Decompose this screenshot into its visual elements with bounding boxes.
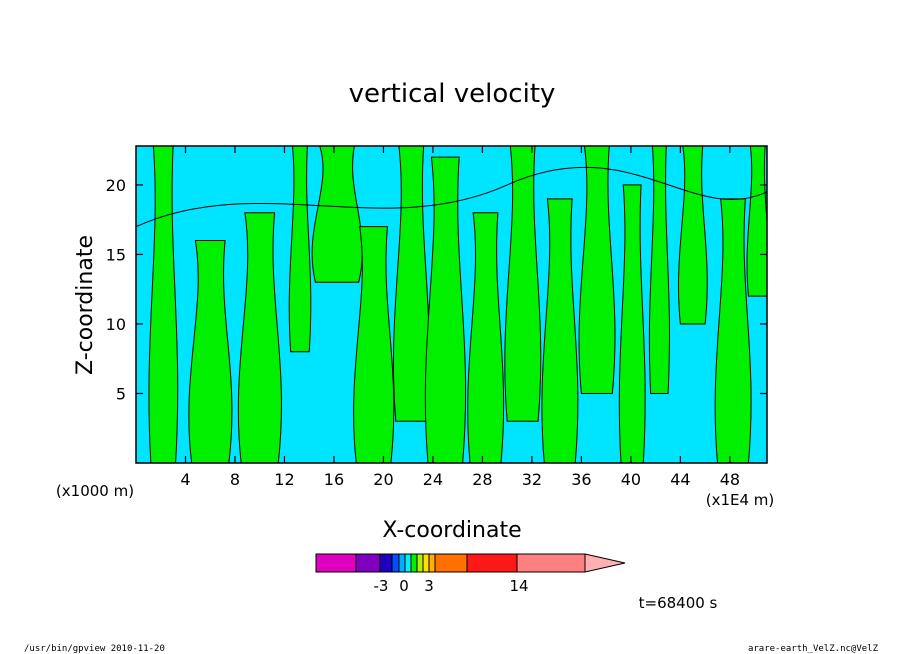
- colorbar-swatch: [466, 553, 518, 573]
- colorbar-swatch: [379, 553, 393, 573]
- x-unit-left: (x1000 m): [56, 482, 134, 500]
- footer-right: arare-earth_VelZ.nc@VelZ: [748, 644, 879, 654]
- positive-regions: [136, 146, 767, 463]
- colorbar-swatch: [516, 553, 586, 573]
- time-label: t=68400 s: [639, 594, 718, 612]
- colorbar-swatch: [410, 553, 418, 573]
- x-tick-label: 48: [720, 470, 740, 489]
- colorbar-swatch: [416, 553, 424, 573]
- updraft-region: [504, 146, 542, 422]
- y-axis-label: Z-coordinate: [73, 235, 98, 375]
- x-tick-label: 32: [522, 470, 542, 489]
- chart-title: vertical velocity: [349, 79, 556, 109]
- y-axis: 5 10 15 20: [106, 176, 767, 403]
- updraft-region: [424, 156, 467, 463]
- colorbar-label: -3: [374, 577, 389, 595]
- colorbar-swatch: [404, 553, 412, 573]
- footer-left: /usr/bin/gpview 2010-11-20: [24, 644, 165, 654]
- y-tick-label: 10: [106, 315, 126, 334]
- colorbar-swatch: [315, 553, 357, 573]
- colorbar-swatch: [422, 553, 430, 573]
- x-tick-label: 16: [324, 470, 344, 489]
- colorbar: -3 0 3 14: [315, 553, 626, 595]
- plot-frame: [135, 145, 768, 464]
- y-tick-label: 20: [106, 176, 126, 195]
- updraft-region: [467, 212, 505, 463]
- upper-contour: [136, 146, 767, 228]
- colorbar-swatch: [398, 553, 406, 573]
- y-tick-label: 15: [106, 245, 126, 264]
- x-unit-right: (x1E4 m): [706, 491, 775, 509]
- x-axis-label: X-coordinate: [382, 518, 521, 543]
- colorbar-swatch: [434, 553, 468, 573]
- x-tick-label: 8: [230, 470, 240, 489]
- colorbar-extend-arrow: [584, 553, 626, 573]
- colorbar-label: 14: [509, 577, 528, 595]
- x-tick-label: 20: [373, 470, 393, 489]
- x-tick-label: 40: [621, 470, 641, 489]
- colorbar-label: 0: [399, 577, 409, 595]
- x-tick-label: 28: [472, 470, 492, 489]
- updraft-region: [578, 146, 616, 394]
- x-tick-label: 44: [670, 470, 690, 489]
- x-axis: 4 8 12 16 20 24 28 32 36 40 44 48: [180, 146, 740, 489]
- colorbar-swatch: [391, 553, 400, 573]
- updraft-region: [148, 146, 179, 463]
- x-tick-label: 24: [423, 470, 443, 489]
- plot-area: [136, 146, 767, 463]
- colorbar-label: 3: [424, 577, 434, 595]
- x-tick-label: 36: [571, 470, 591, 489]
- colorbar-swatch: [428, 553, 436, 573]
- x-tick-label: 12: [274, 470, 294, 489]
- updraft-region: [237, 212, 282, 463]
- updraft-region: [288, 146, 312, 353]
- x-tick-label: 4: [180, 470, 190, 489]
- updraft-region: [746, 146, 767, 297]
- updraft-region: [618, 184, 646, 463]
- updraft-region: [541, 198, 579, 463]
- y-tick-label: 5: [116, 384, 126, 403]
- colorbar-swatch: [355, 553, 381, 573]
- updraft-region: [648, 146, 670, 394]
- updraft-region: [188, 240, 233, 463]
